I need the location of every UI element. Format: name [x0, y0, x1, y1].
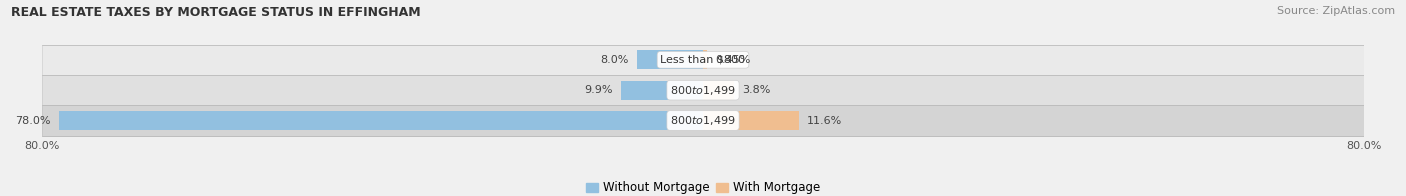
Bar: [703, 111, 799, 130]
Text: $800 to $1,499: $800 to $1,499: [671, 114, 735, 127]
Bar: [703, 81, 734, 100]
Text: 8.0%: 8.0%: [600, 55, 628, 65]
Text: 11.6%: 11.6%: [807, 115, 842, 125]
Bar: [59, 111, 703, 130]
Text: Less than $800: Less than $800: [661, 55, 745, 65]
Bar: [42, 105, 1364, 136]
Bar: [42, 75, 1364, 105]
Bar: [637, 50, 703, 69]
Text: Source: ZipAtlas.com: Source: ZipAtlas.com: [1277, 6, 1395, 16]
Bar: [621, 81, 703, 100]
Bar: [42, 45, 1364, 75]
Text: 9.9%: 9.9%: [585, 85, 613, 95]
Text: 0.45%: 0.45%: [716, 55, 751, 65]
Text: REAL ESTATE TAXES BY MORTGAGE STATUS IN EFFINGHAM: REAL ESTATE TAXES BY MORTGAGE STATUS IN …: [11, 6, 420, 19]
Text: 78.0%: 78.0%: [15, 115, 51, 125]
Text: $800 to $1,499: $800 to $1,499: [671, 84, 735, 97]
Bar: [703, 50, 707, 69]
Legend: Without Mortgage, With Mortgage: Without Mortgage, With Mortgage: [581, 177, 825, 196]
Text: 3.8%: 3.8%: [742, 85, 770, 95]
